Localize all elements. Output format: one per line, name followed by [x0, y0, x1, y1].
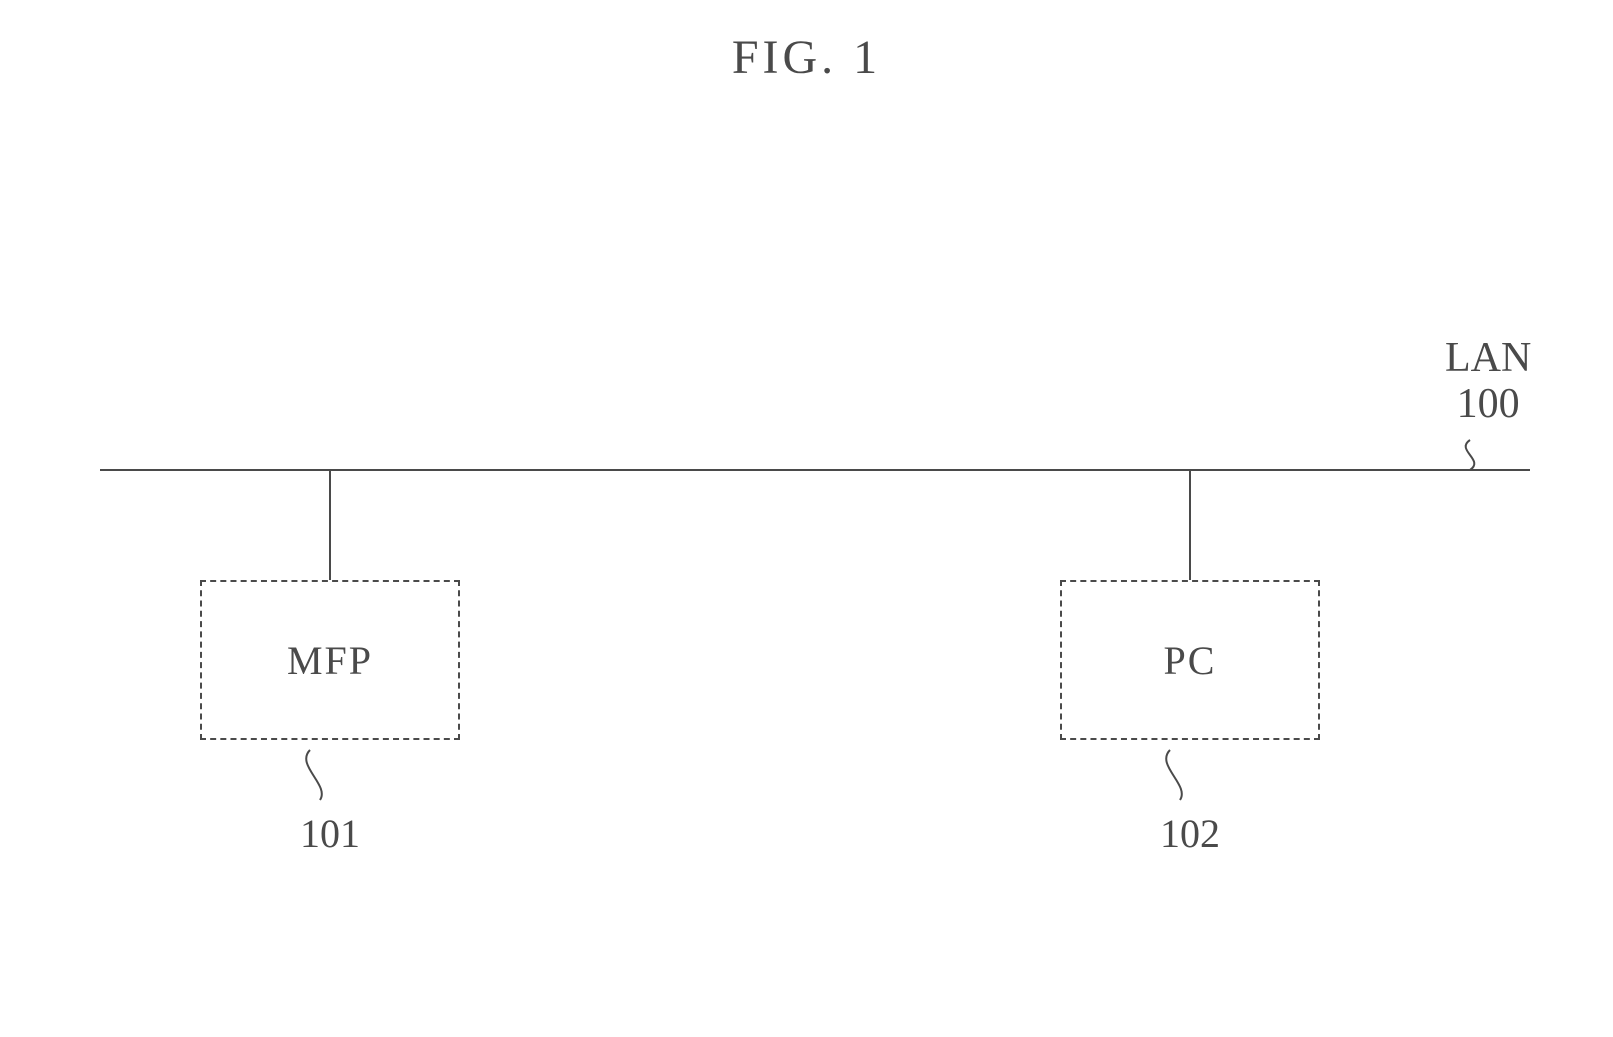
network-diagram: LAN 100 MFP 101 PC 102 [0, 0, 1613, 1037]
node-mfp-text: MFP [287, 637, 373, 684]
node-mfp: MFP [200, 580, 460, 740]
lan-label-top: LAN [1445, 335, 1531, 381]
diagram-svg [0, 0, 1613, 1037]
ref-mfp: 101 [300, 810, 360, 857]
leader-mfp [306, 750, 322, 800]
leader-pc [1166, 750, 1182, 800]
lan-label: LAN 100 [1445, 335, 1531, 427]
node-pc: PC [1060, 580, 1320, 740]
lan-label-bottom: 100 [1445, 381, 1531, 427]
lan-leader [1466, 440, 1475, 470]
ref-pc: 102 [1160, 810, 1220, 857]
node-pc-text: PC [1164, 637, 1217, 684]
